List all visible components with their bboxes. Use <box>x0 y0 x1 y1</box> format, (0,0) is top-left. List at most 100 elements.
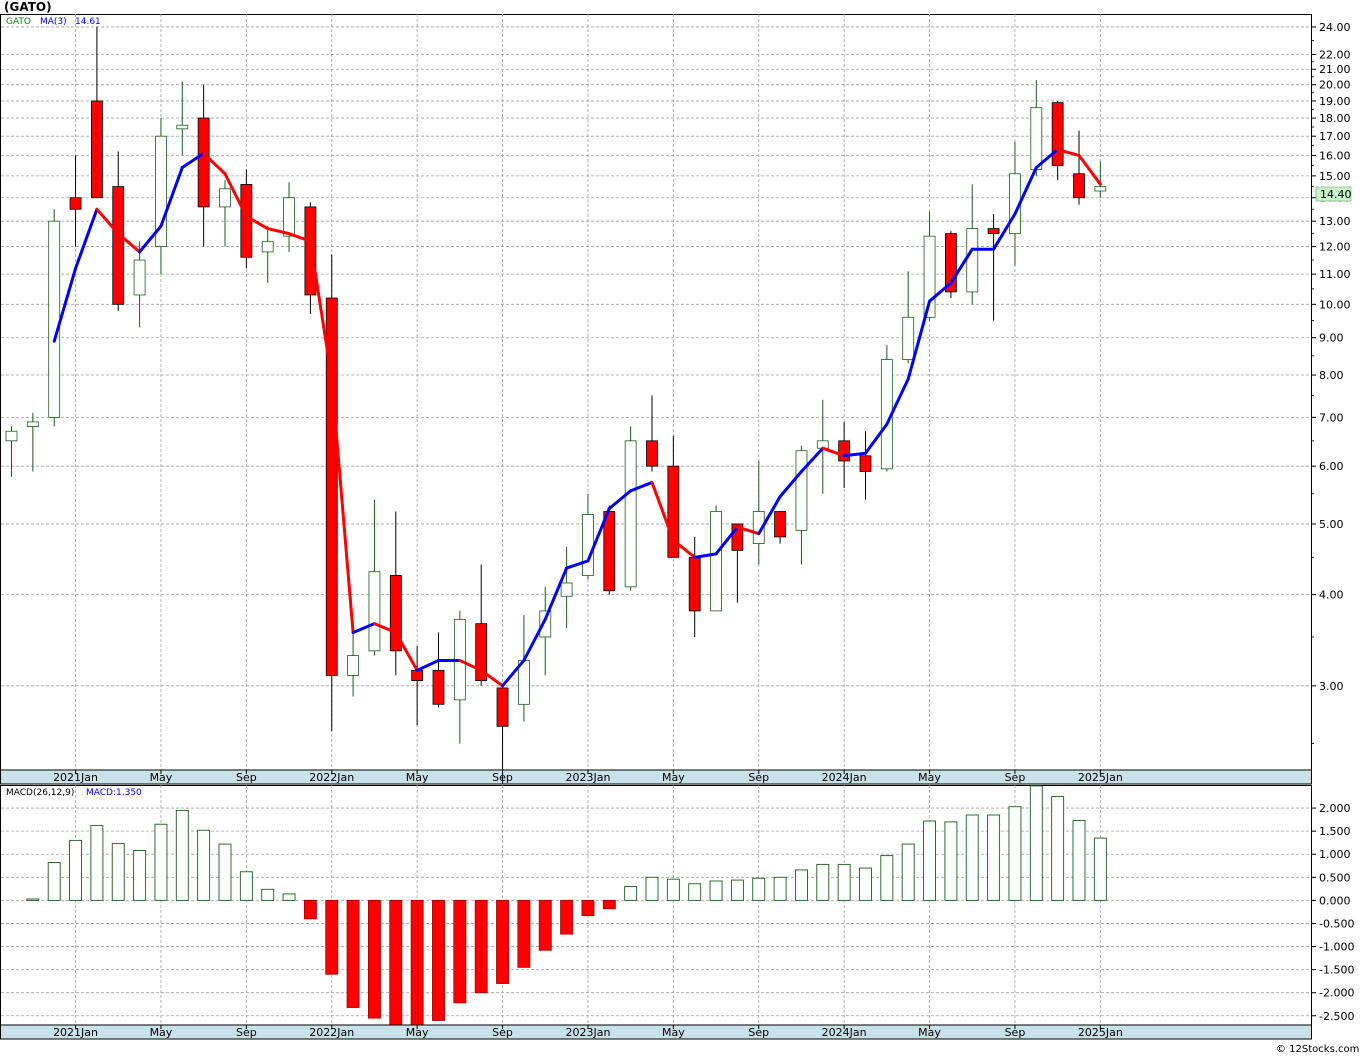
candle-body <box>603 511 616 592</box>
candle-body <box>5 430 18 442</box>
ma-line-segment <box>479 668 505 688</box>
candle-body <box>347 655 360 676</box>
ma-line-segment <box>522 617 547 662</box>
macd-bar <box>859 867 872 901</box>
legend-symbol: GATO <box>6 17 31 27</box>
macd-bar <box>1029 785 1043 901</box>
ma-line-segment <box>1077 153 1102 186</box>
ma-line-segment <box>180 151 206 170</box>
candle-body <box>176 124 189 130</box>
macd-bar <box>175 809 189 901</box>
macd-x-axis-band <box>0 1024 1312 1040</box>
ma-line-segment <box>95 207 120 236</box>
price-y-tick-label: 8.00 <box>1319 369 1344 382</box>
price-x-tick-label: 2022Jan <box>309 771 354 784</box>
price-x-tick-label: May <box>662 771 685 784</box>
macd-bar <box>111 843 125 901</box>
ma-line-segment <box>287 232 312 243</box>
price-x-tick-label: Sep <box>1005 771 1026 784</box>
price-y-tick-label: 7.00 <box>1319 411 1344 424</box>
macd-plot-area <box>0 785 1312 1026</box>
candle-body <box>731 523 744 551</box>
macd-bar <box>474 899 488 994</box>
ma-line-segment <box>821 446 846 458</box>
macd-bar <box>880 855 894 901</box>
candle-body <box>838 440 851 462</box>
candle-body <box>1073 173 1085 199</box>
candle-body <box>560 582 573 597</box>
macd-bar <box>944 821 958 901</box>
macd-bar <box>368 899 381 1019</box>
macd-bar <box>965 814 979 901</box>
candle-body <box>69 197 82 210</box>
ma-line-segment <box>543 566 569 621</box>
candle-body <box>283 197 295 237</box>
ma-line-segment <box>266 227 291 236</box>
macd-bar <box>730 879 744 901</box>
price-x-tick-label: Sep <box>236 771 257 784</box>
ma-line-segment <box>330 377 355 634</box>
macd-bar <box>538 899 552 951</box>
price-x-tick-label: May <box>406 771 429 784</box>
ma-line-segment <box>778 470 803 499</box>
candle-body <box>1051 102 1064 166</box>
ma-line-segment <box>735 525 761 536</box>
macd-bar <box>496 899 509 984</box>
ma-line-segment <box>458 658 483 672</box>
candle-body <box>582 514 594 576</box>
price-x-tick-label: 2023Jan <box>565 771 610 784</box>
ma-line-segment <box>607 489 633 510</box>
macd-bar <box>816 863 830 901</box>
candle-body <box>923 235 936 318</box>
price-legend: GATO MA(3) 14.61 <box>6 17 101 27</box>
price-y-tick-label: 21.00 <box>1319 63 1351 76</box>
ma-line-segment <box>308 239 334 381</box>
ma-line-segment <box>394 630 419 672</box>
ma-line-segment <box>629 480 654 493</box>
macd-y-tick-label: 1.000 <box>1319 848 1351 861</box>
price-x-tick-label: Sep <box>748 771 769 784</box>
candle-body <box>91 100 103 199</box>
candle-body <box>945 233 957 293</box>
candle-body <box>710 511 722 612</box>
ma-line-segment <box>159 166 184 228</box>
macd-bar <box>987 814 1001 901</box>
macd-x-tick-label: Sep <box>1005 1026 1026 1039</box>
price-y-tick-label: 9.00 <box>1319 332 1344 345</box>
macd-bar <box>154 823 168 901</box>
macd-bar <box>69 839 83 901</box>
ma-line-segment <box>74 207 99 270</box>
candle-body <box>197 117 210 208</box>
price-y-tick-label: 6.00 <box>1319 460 1344 473</box>
price-x-tick-label: 2021Jan <box>53 771 98 784</box>
macd-bar <box>1093 837 1107 901</box>
macd-x-tick-label: May <box>406 1026 429 1039</box>
price-y-tick-label: 10.00 <box>1319 298 1351 311</box>
macd-bar <box>645 876 659 901</box>
macd-x-tick-label: May <box>662 1026 685 1039</box>
candle-body <box>774 511 786 538</box>
candle-body <box>325 297 338 676</box>
macd-y-tick-label: -2.500 <box>1319 1010 1354 1023</box>
price-y-tick-label: 16.00 <box>1319 149 1351 162</box>
candle-body <box>496 687 509 727</box>
candle-body <box>112 186 125 305</box>
legend-ma-value: 14.61 <box>75 17 101 27</box>
price-y-tick-label: 15.00 <box>1319 170 1351 183</box>
price-y-tick-label: 4.00 <box>1319 589 1344 602</box>
macd-bar <box>26 898 40 901</box>
candle-body <box>667 465 680 558</box>
macd-legend: MACD(26,12,9) MACD:1.350 <box>6 788 142 798</box>
macd-bar <box>282 893 296 901</box>
ma-line-segment <box>864 422 889 455</box>
macd-bar <box>581 899 595 917</box>
macd-bar <box>923 820 936 901</box>
candle-body <box>155 135 167 247</box>
macd-bar <box>453 899 467 1004</box>
macd-bar <box>410 899 424 1027</box>
candle-body <box>1030 107 1043 170</box>
macd-bar <box>218 843 232 901</box>
ma-line-segment <box>842 451 867 458</box>
ma-line-segment <box>586 506 611 563</box>
